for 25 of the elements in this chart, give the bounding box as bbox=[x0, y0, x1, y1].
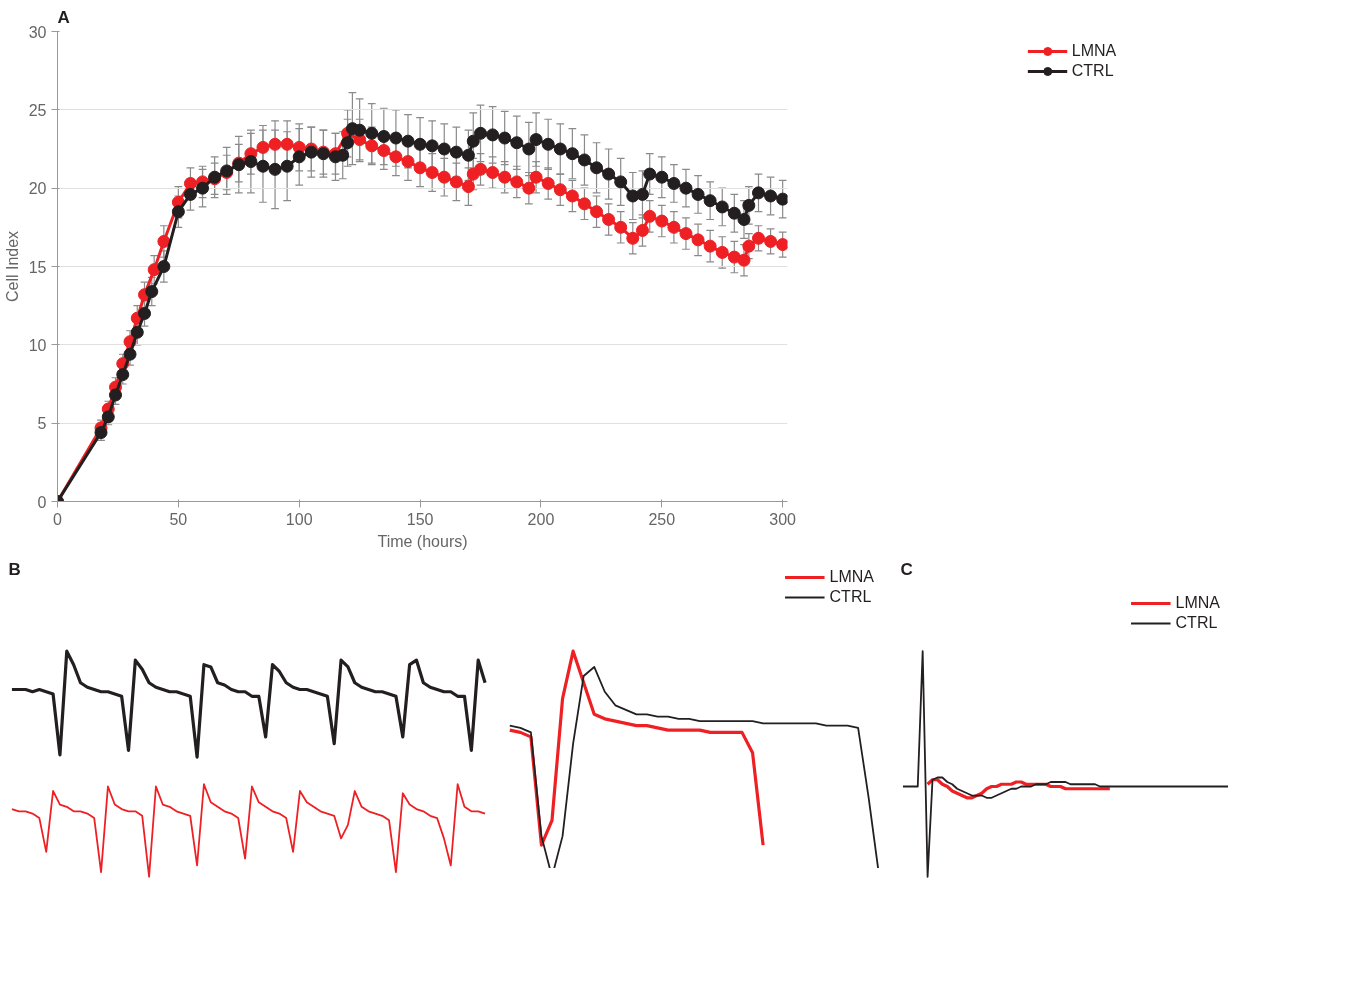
x-axis-title: Time (hours) bbox=[377, 532, 468, 550]
x-tick-label: 0 bbox=[53, 510, 63, 528]
y-tick-label: 25 bbox=[28, 101, 47, 119]
y-tick-label: 20 bbox=[28, 180, 47, 198]
legend-label: LMNA bbox=[829, 568, 874, 587]
x-tick-label: 250 bbox=[648, 510, 676, 528]
y-tick-label: 30 bbox=[28, 23, 47, 41]
chart-title: A bbox=[57, 7, 70, 27]
y-tick-label: 15 bbox=[28, 258, 47, 276]
x-tick-label: 300 bbox=[769, 510, 797, 528]
x-tick-label: 200 bbox=[527, 510, 555, 528]
x-tick-label: 100 bbox=[285, 510, 313, 528]
legend-label: CTRL bbox=[1071, 62, 1114, 80]
y-tick-label: 0 bbox=[37, 493, 47, 511]
x-tick-label: 150 bbox=[406, 510, 434, 528]
chart-title: B bbox=[8, 559, 21, 579]
legend-label: CTRL bbox=[1175, 614, 1218, 632]
x-tick-label: 50 bbox=[169, 510, 188, 528]
y-tick-label: 5 bbox=[37, 415, 47, 433]
chart-title: C bbox=[900, 559, 913, 579]
legend-label: LMNA bbox=[1071, 42, 1117, 60]
y-axis-title: Cell Index bbox=[3, 230, 21, 303]
legend-label: LMNA bbox=[1175, 594, 1220, 612]
legend-label: CTRL bbox=[829, 588, 872, 607]
y-tick-label: 10 bbox=[28, 336, 47, 354]
